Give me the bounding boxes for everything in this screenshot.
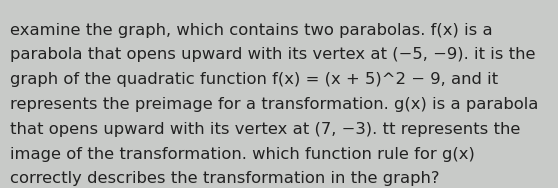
Text: correctly describes the transformation in the graph?: correctly describes the transformation i… (10, 171, 440, 186)
Text: graph of the quadratic function f(x) = (x + 5)^2 − 9, and it: graph of the quadratic function f(x) = (… (10, 72, 498, 87)
Text: parabola that opens upward with its vertex at (−5, −9). it is the: parabola that opens upward with its vert… (10, 47, 536, 62)
Text: examine the graph, which contains two parabolas. f(x) is a: examine the graph, which contains two pa… (10, 23, 493, 38)
Text: that opens upward with its vertex at (7, −3). tt represents the: that opens upward with its vertex at (7,… (10, 122, 521, 137)
Text: represents the preimage for a transformation. g(x) is a parabola: represents the preimage for a transforma… (10, 97, 538, 112)
Text: image of the transformation. which function rule for g(x): image of the transformation. which funct… (10, 147, 475, 162)
